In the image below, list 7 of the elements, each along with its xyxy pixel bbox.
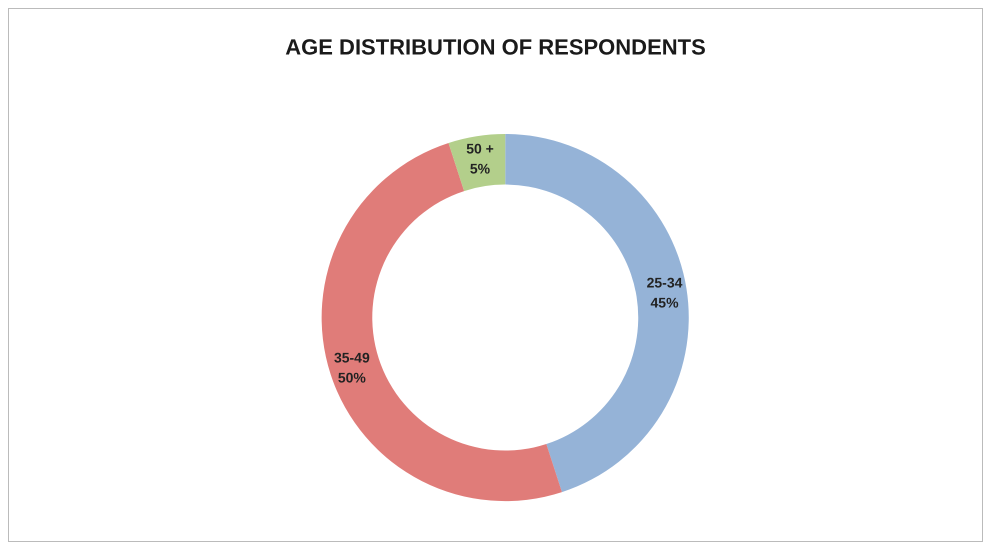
data-label: 5% xyxy=(470,160,491,176)
data-label: 50% xyxy=(338,369,366,386)
slice-label: 50 + xyxy=(466,140,494,156)
slice-label: 25-34 xyxy=(646,274,683,290)
slice-label: 35-49 xyxy=(334,349,370,366)
data-label: 45% xyxy=(650,294,680,310)
chart-title: AGE DISTRIBUTION OF RESPONDENTS xyxy=(285,34,706,60)
